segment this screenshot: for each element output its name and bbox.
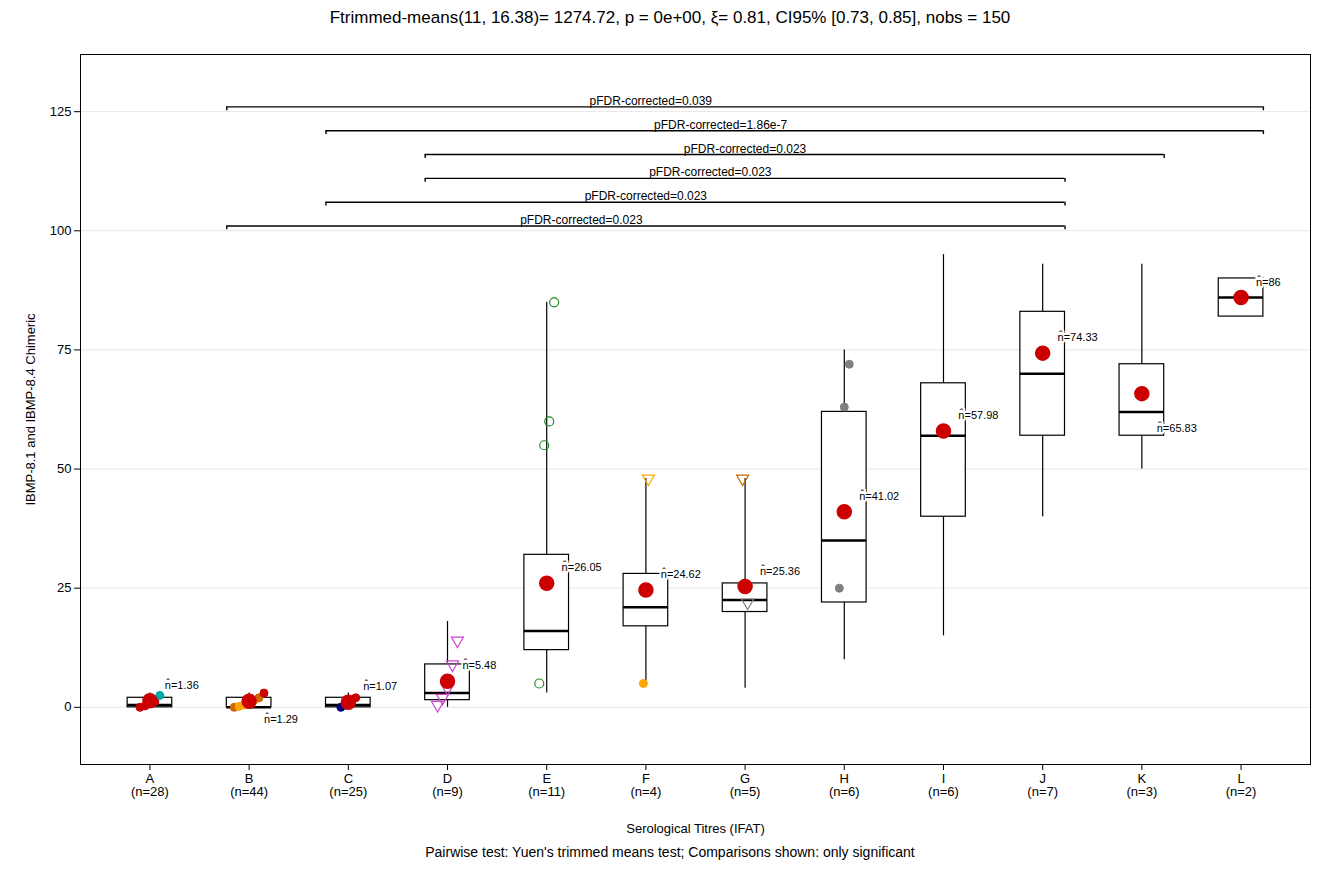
svg-text:pFDR-corrected=0.023: pFDR-corrected=0.023	[585, 189, 708, 203]
svg-text:n̂=26.05: n̂=26.05	[562, 560, 602, 573]
svg-text:A(n=28): A(n=28)	[131, 771, 169, 799]
svg-text:F(n=4): F(n=4)	[631, 771, 662, 799]
svg-text:pFDR-corrected=0.039: pFDR-corrected=0.039	[590, 94, 713, 108]
svg-text:Serological Titres (IFAT): Serological Titres (IFAT)	[626, 821, 764, 836]
svg-text:pFDR-corrected=0.023: pFDR-corrected=0.023	[684, 142, 807, 156]
svg-text:n̂=86: n̂=86	[1256, 275, 1281, 288]
svg-text:K(n=3): K(n=3)	[1127, 771, 1158, 799]
svg-text:n̂=1.29: n̂=1.29	[264, 712, 298, 725]
svg-text:n̂=41.02: n̂=41.02	[859, 489, 899, 502]
svg-text:n̂=57.98: n̂=57.98	[958, 408, 998, 421]
svg-text:125: 125	[50, 104, 72, 119]
html-text:Pairwise test: Yuen's trimmed: Pairwise test: Yuen's trimmed means test…	[425, 844, 915, 860]
svg-text:H(n=6): H(n=6)	[829, 771, 860, 799]
svg-text:E(n=11): E(n=11)	[528, 771, 565, 799]
svg-text:pFDR-corrected=0.023: pFDR-corrected=0.023	[520, 213, 643, 227]
svg-text:C(n=25): C(n=25)	[329, 771, 367, 799]
svg-text:I(n=6): I(n=6)	[928, 771, 959, 799]
svg-text:100: 100	[50, 223, 72, 238]
svg-text:J(n=7): J(n=7)	[1027, 771, 1058, 799]
svg-text:pFDR-corrected=0.023: pFDR-corrected=0.023	[649, 165, 772, 179]
svg-text:0: 0	[64, 699, 71, 714]
svg-text:n̂=5.48: n̂=5.48	[462, 658, 496, 671]
svg-text:25: 25	[57, 580, 71, 595]
html-text:Ftrimmed-means(11, 16.38)= 127: Ftrimmed-means(11, 16.38)= 1274.72, p = …	[329, 8, 1011, 27]
svg-text:75: 75	[57, 342, 71, 357]
svg-text:n̂=24.62: n̂=24.62	[661, 567, 701, 580]
svg-text:n̂=1.07: n̂=1.07	[363, 679, 397, 692]
svg-text:n̂=65.83: n̂=65.83	[1157, 421, 1197, 434]
svg-text:D(n=9): D(n=9)	[432, 771, 463, 799]
svg-text:IBMP-8.1 and IBMP-8.4 Chimeric: IBMP-8.1 and IBMP-8.4 Chimeric	[23, 313, 38, 506]
svg-text:pFDR-corrected=1.86e-7: pFDR-corrected=1.86e-7	[654, 118, 787, 132]
svg-text:L(n=2): L(n=2)	[1226, 771, 1257, 799]
svg-text:G(n=5): G(n=5)	[730, 771, 761, 799]
svg-text:n̂=25.36: n̂=25.36	[760, 564, 800, 577]
svg-text:B(n=44): B(n=44)	[230, 771, 268, 799]
svg-text:n̂=74.33: n̂=74.33	[1058, 330, 1098, 343]
svg-text:50: 50	[57, 461, 71, 476]
svg-text:n̂=1.36: n̂=1.36	[165, 678, 199, 691]
